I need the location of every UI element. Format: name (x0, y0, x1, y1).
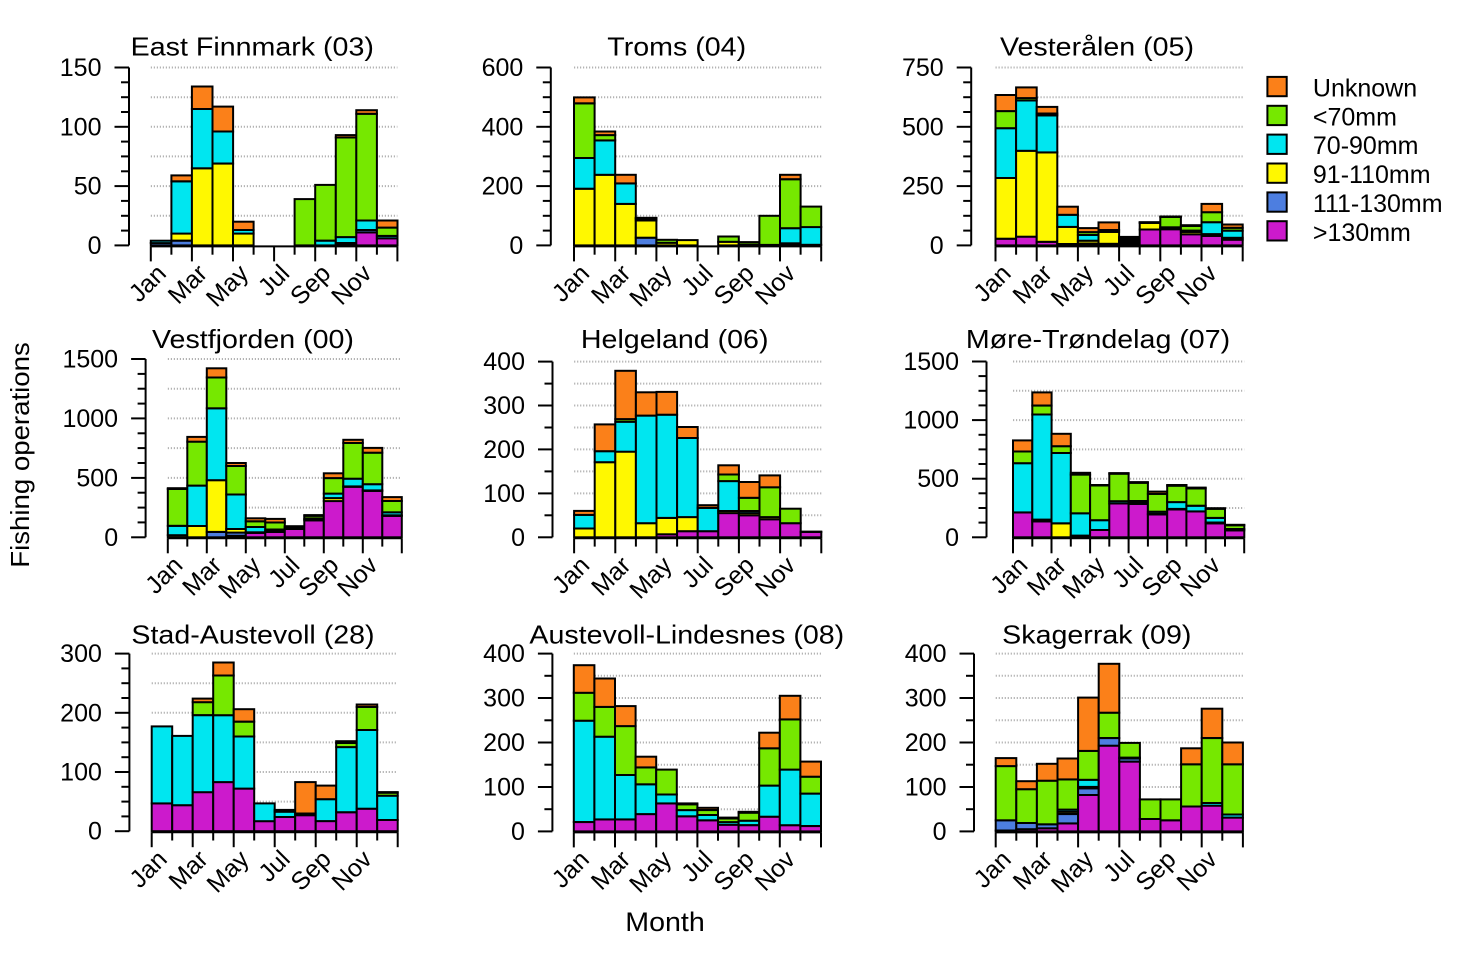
svg-text:Vesterålen (05): Vesterålen (05) (1000, 32, 1194, 62)
svg-text:0: 0 (88, 232, 102, 260)
svg-text:200: 200 (60, 699, 102, 727)
svg-text:0: 0 (511, 524, 525, 552)
svg-text:100: 100 (483, 480, 525, 508)
svg-text:300: 300 (905, 685, 947, 713)
svg-text:Møre-Trøndelag (07): Møre-Trøndelag (07) (966, 324, 1230, 354)
svg-text:East Finnmark (03): East Finnmark (03) (131, 32, 374, 62)
svg-text:1500: 1500 (903, 348, 959, 376)
svg-text:200: 200 (483, 729, 525, 757)
svg-text:0: 0 (88, 818, 102, 846)
svg-text:0: 0 (945, 524, 959, 552)
svg-text:Vestfjorden (00): Vestfjorden (00) (152, 324, 354, 354)
svg-text:100: 100 (60, 759, 102, 787)
svg-text:200: 200 (905, 729, 947, 757)
svg-text:91-110mm: 91-110mm (1313, 161, 1431, 189)
svg-text:<70mm: <70mm (1313, 103, 1397, 131)
svg-text:0: 0 (933, 818, 947, 846)
svg-text:Stad-Austevoll (28): Stad-Austevoll (28) (131, 620, 374, 650)
svg-text:300: 300 (483, 685, 525, 713)
svg-text:500: 500 (76, 464, 118, 492)
svg-text:200: 200 (483, 436, 525, 464)
svg-text:300: 300 (60, 640, 102, 668)
svg-text:200: 200 (482, 173, 524, 201)
svg-text:111-130mm: 111-130mm (1313, 190, 1443, 218)
svg-text:0: 0 (104, 524, 118, 552)
svg-text:250: 250 (902, 173, 944, 201)
svg-text:>130mm: >130mm (1313, 219, 1411, 247)
svg-text:100: 100 (483, 774, 525, 802)
svg-text:400: 400 (483, 640, 525, 668)
svg-text:Month: Month (625, 907, 705, 937)
svg-text:1500: 1500 (62, 346, 118, 374)
svg-text:Troms (04): Troms (04) (607, 32, 746, 62)
svg-text:600: 600 (482, 54, 524, 82)
svg-text:400: 400 (905, 640, 947, 668)
svg-text:1000: 1000 (62, 405, 118, 433)
svg-text:Unknown: Unknown (1313, 74, 1417, 102)
svg-text:0: 0 (509, 232, 523, 260)
svg-text:1000: 1000 (903, 407, 959, 435)
svg-text:400: 400 (482, 113, 524, 141)
svg-text:100: 100 (905, 774, 947, 802)
svg-text:750: 750 (902, 54, 944, 82)
svg-text:50: 50 (74, 173, 102, 201)
svg-text:Austevoll-Lindesnes (08): Austevoll-Lindesnes (08) (529, 620, 844, 650)
svg-text:100: 100 (60, 113, 102, 141)
svg-text:300: 300 (483, 392, 525, 420)
svg-text:500: 500 (902, 113, 944, 141)
svg-text:400: 400 (483, 348, 525, 376)
svg-text:0: 0 (511, 818, 525, 846)
svg-text:500: 500 (917, 465, 959, 493)
svg-text:Helgeland (06): Helgeland (06) (581, 324, 769, 354)
svg-text:0: 0 (930, 232, 944, 260)
svg-text:Fishing operations: Fishing operations (5, 342, 35, 568)
svg-text:70-90mm: 70-90mm (1313, 132, 1419, 160)
svg-text:Skagerrak (09): Skagerrak (09) (1002, 620, 1191, 650)
svg-text:150: 150 (60, 54, 102, 82)
